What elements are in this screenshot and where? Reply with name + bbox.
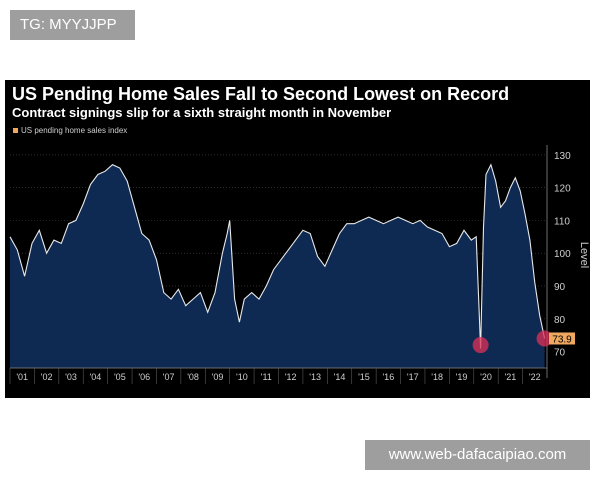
- legend-swatch: [13, 128, 18, 133]
- x-tick-label: '05: [114, 372, 126, 382]
- x-tick-label: '12: [285, 372, 297, 382]
- chart-title: US Pending Home Sales Fall to Second Low…: [12, 84, 510, 104]
- x-tick-label: '14: [334, 372, 346, 382]
- x-tick-label: '10: [236, 372, 248, 382]
- legend-label: US pending home sales index: [21, 126, 128, 135]
- x-tick-label: '07: [163, 372, 175, 382]
- y-tick-label: 120: [554, 184, 571, 195]
- x-tick-label: '08: [187, 372, 199, 382]
- x-tick-label: '15: [358, 372, 370, 382]
- highlight-markers: [472, 330, 553, 354]
- y-tick-label: 100: [554, 249, 571, 260]
- chart-plot: 70 80 90 100 110 120 130 '01 '02 '03 '04 '05 '06 '07…: [9, 145, 590, 384]
- last-value-box: [549, 332, 575, 345]
- x-tick-label: '20: [480, 372, 492, 382]
- chart-subtitle: Contract signings slip for a sixth strai…: [12, 105, 392, 120]
- x-tick-label: '22: [529, 372, 541, 382]
- x-tick-label: '06: [138, 372, 150, 382]
- y-tick-label: 130: [554, 151, 571, 162]
- y-tick-label: 110: [554, 216, 570, 227]
- x-tick-label: '18: [431, 372, 443, 382]
- y-tick-label: 80: [554, 315, 566, 326]
- last-value-text: 73.9: [552, 334, 572, 345]
- x-tick-label: '01: [16, 372, 28, 382]
- last-value-badge: 73.9: [549, 332, 575, 345]
- highlight-marker: [536, 330, 553, 347]
- series-line: [9, 163, 546, 349]
- site-watermark: www.web-dafacaipiao.com: [365, 440, 590, 470]
- x-tick-label: '02: [41, 372, 53, 382]
- series-area: [10, 164, 545, 368]
- x-tick-label: '09: [212, 372, 224, 382]
- chart-panel: 70 80 90 100 110 120 130 '01 '02 '03 '04 '05 '06 '07…: [5, 80, 590, 398]
- y-axis-label: Level: [578, 242, 590, 268]
- x-tick-label: '13: [309, 372, 321, 382]
- highlight-marker: [472, 337, 489, 354]
- x-tick-label: '11: [261, 372, 272, 382]
- x-tick-label: '03: [65, 372, 77, 382]
- x-axis-ticks: '01 '02 '03 '04 '05 '06 '07 '08 '09 '10 '11 '12 '13 '…: [9, 367, 547, 384]
- x-tick-label: '16: [382, 372, 394, 382]
- x-tick-label: '04: [90, 372, 102, 382]
- chart-legend: US pending home sales index: [13, 126, 127, 135]
- y-tick-label: 90: [554, 282, 566, 293]
- y-axis-ticks: 70 80 90 100 110 120 130: [554, 151, 571, 359]
- y-tick-label: 70: [554, 348, 566, 359]
- x-tick-label: '17: [407, 372, 419, 382]
- data-area: [9, 163, 546, 368]
- x-tick-label: '19: [456, 372, 468, 382]
- channel-tag: TG: MYYJJPP: [10, 10, 135, 40]
- x-tick-label: '21: [505, 372, 517, 382]
